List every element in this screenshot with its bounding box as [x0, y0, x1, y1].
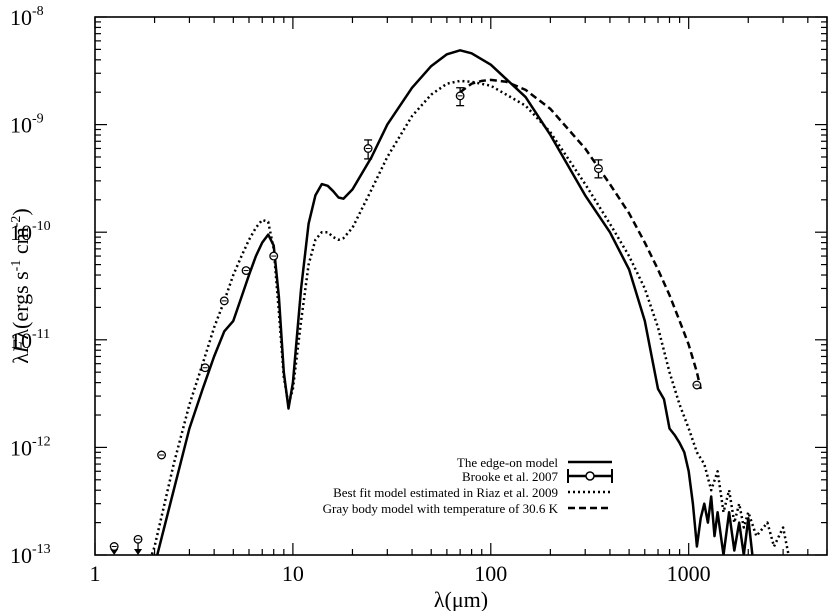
- y-axis-title: λFλ(ergs s-1 cm-2): [8, 208, 33, 364]
- y-tick-label: 10-12: [10, 434, 51, 460]
- x-tick-label: 100: [474, 561, 507, 586]
- series-line-dashed: [459, 78, 702, 390]
- x-tick-labels: 1 10 100 1000: [90, 561, 711, 586]
- x-tick-label: 10: [282, 561, 304, 586]
- observation-layer: [109, 87, 702, 555]
- plot-frame: [94, 16, 828, 556]
- y-tick-label: 10-9: [10, 112, 44, 138]
- y-tick-label: 10-10: [10, 219, 51, 245]
- legend-swatch-brooke: [567, 469, 613, 483]
- legend-label-riaz: Best fit model estimated in Riaz et al. …: [333, 485, 558, 500]
- legend-label-graybody: Gray body model with temperature of 30.6…: [323, 501, 559, 516]
- axis-ticks: [94, 16, 828, 556]
- legend-label-brooke: Brooke et al. 2007: [462, 469, 559, 484]
- legend: The edge-on model Brooke et al. 2007 Bes…: [323, 455, 613, 516]
- x-axis-title: λ(μm): [434, 587, 488, 611]
- y-tick-label: 10-8: [10, 4, 44, 30]
- x-tick-label: 1: [90, 561, 101, 586]
- upper-limit-arrow: [134, 549, 143, 555]
- legend-label-edge-on: The edge-on model: [457, 455, 558, 470]
- x-tick-label: 1000: [667, 561, 711, 586]
- upper-limit-arrow: [110, 549, 119, 555]
- y-tick-label: 10-13: [10, 542, 51, 568]
- y-tick-label: 10-11: [10, 327, 50, 353]
- y-tick-labels: 10-13 10-12 10-11 10-10 10-9 10-8: [10, 4, 51, 568]
- series-line-dotted: [150, 79, 790, 555]
- series-line-solid: [155, 49, 754, 555]
- series-layer: [150, 49, 790, 555]
